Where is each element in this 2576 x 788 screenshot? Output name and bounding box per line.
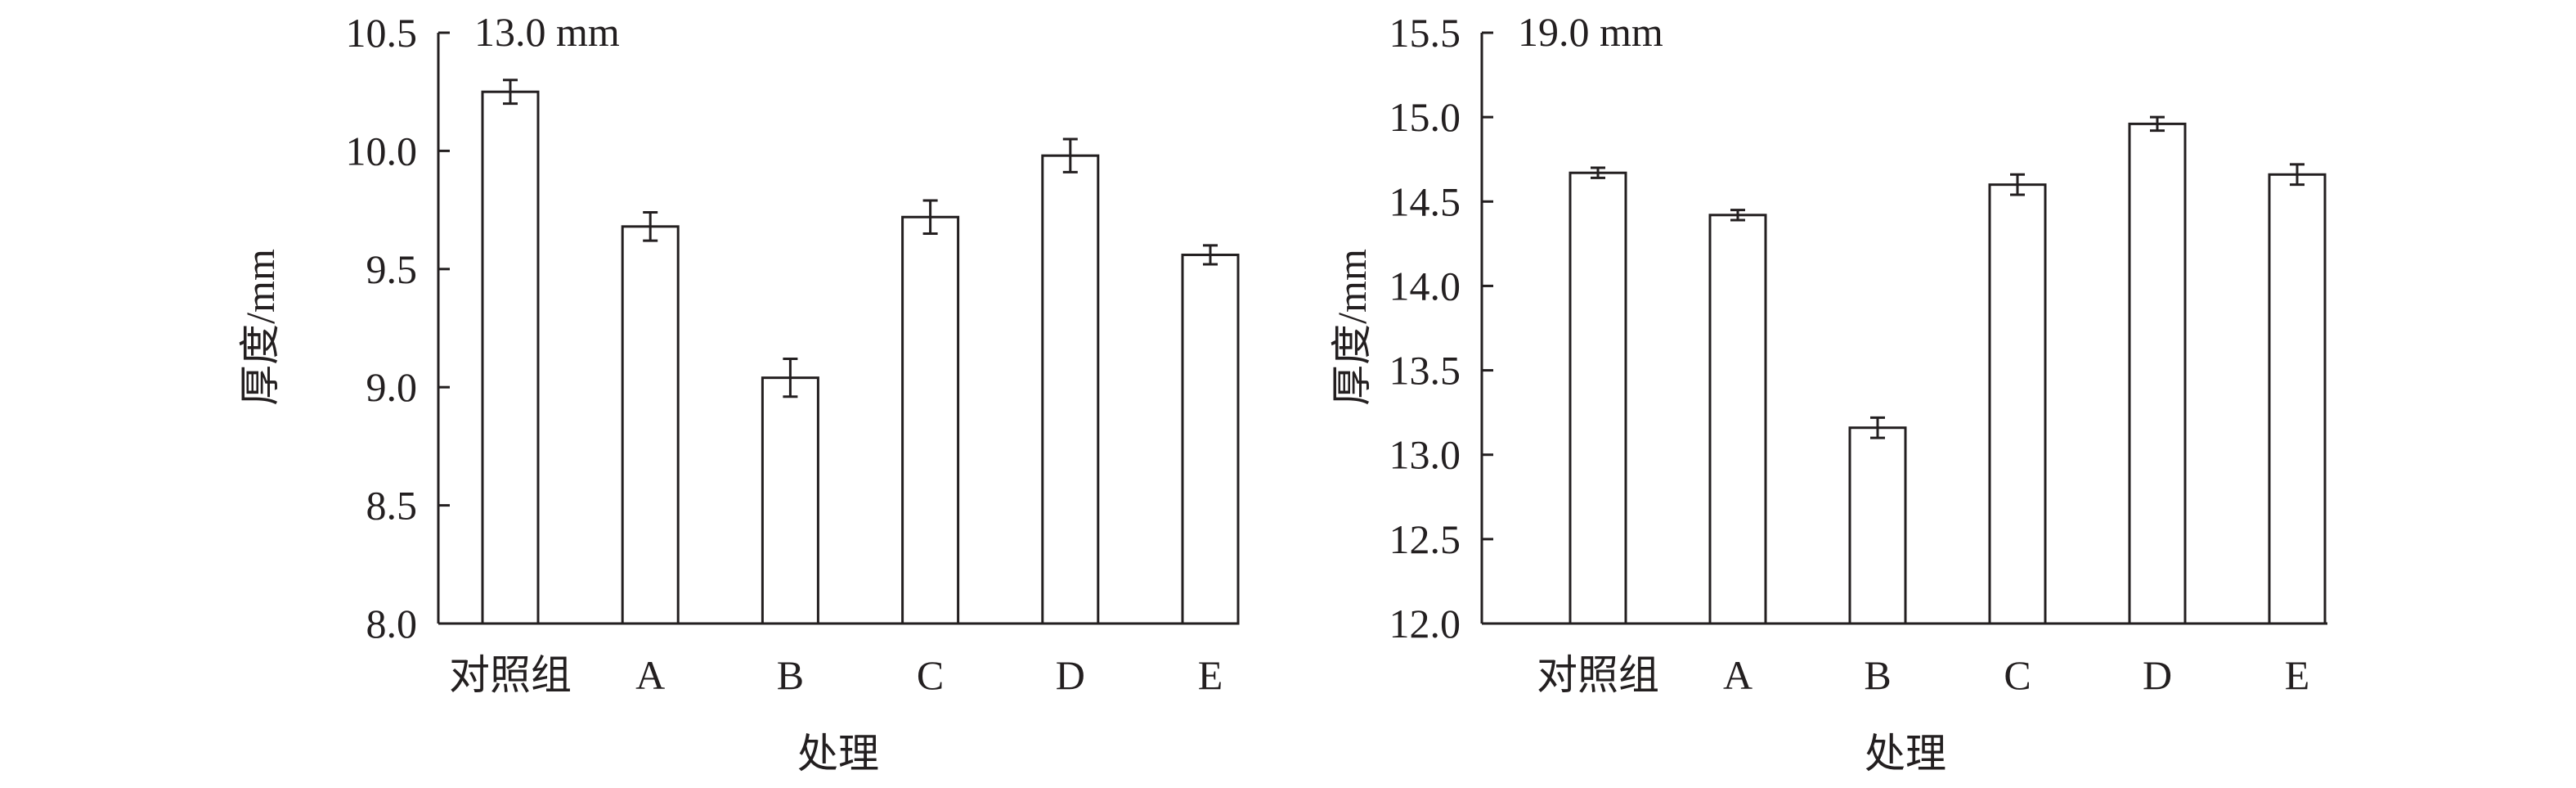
chart-title: 19.0 mm (1518, 9, 1663, 55)
y-tick-label: 15.0 (1389, 94, 1461, 140)
y-tick-label: 8.0 (366, 601, 418, 646)
bar (2128, 122, 2187, 625)
chart-panel-19mm: 19.0 mm 处理 厚度/mm 12.0 12.5 13.0 13.5 14.0 14.… (1329, 9, 2327, 777)
x-tick-label: D (2143, 652, 2172, 698)
y-tick-label: 8.5 (366, 483, 418, 529)
x-tick-label: A (1723, 652, 1752, 698)
y-axis-label: 厚度/mm (237, 249, 283, 406)
y-tick-label: 14.0 (1389, 263, 1461, 308)
bar (1041, 154, 1100, 625)
x-axis-label: 处理 (797, 731, 879, 777)
y-tick-label: 10.5 (346, 10, 418, 56)
bar (901, 215, 960, 625)
bar (481, 90, 540, 625)
y-tick-label: 12.5 (1389, 516, 1461, 562)
x-tick-label: A (635, 652, 665, 698)
y-tick-label: 13.0 (1389, 432, 1461, 478)
x-tick-label: D (1056, 652, 1085, 698)
bar (1568, 171, 1627, 625)
chart-title: 13.0 mm (474, 9, 620, 55)
x-tick-label: C (917, 652, 944, 698)
y-tick-label: 12.0 (1389, 601, 1461, 646)
y-tick-label: 15.5 (1389, 10, 1461, 56)
bar (1988, 183, 2047, 625)
y-axis-label: 厚度/mm (1329, 249, 1375, 406)
x-tick-label: E (2285, 652, 2310, 698)
x-tick-label: C (2004, 652, 2031, 698)
x-axis-label: 处理 (1865, 731, 1946, 777)
x-tick-label: 对照组 (1537, 652, 1659, 698)
chart-panel-13mm: 13.0 mm 处理 厚度/mm 8.0 8.5 9.0 9.5 10.0 10.5 对照组… (237, 9, 1240, 777)
y-tick-label: 9.0 (366, 364, 418, 410)
bar (1848, 426, 1907, 625)
x-tick-label: B (1864, 652, 1891, 698)
bar (2268, 173, 2327, 625)
x-tick-label: E (1198, 652, 1223, 698)
bar (1708, 214, 1767, 625)
bar (621, 225, 680, 625)
y-tick-label: 10.0 (346, 128, 418, 173)
bar (761, 376, 819, 625)
y-tick-label: 9.5 (366, 246, 418, 292)
x-tick-label: B (777, 652, 804, 698)
y-tick-label: 13.5 (1389, 348, 1461, 394)
y-tick-label: 14.5 (1389, 178, 1461, 224)
x-tick-label: 对照组 (449, 652, 572, 698)
bar (1181, 253, 1240, 625)
